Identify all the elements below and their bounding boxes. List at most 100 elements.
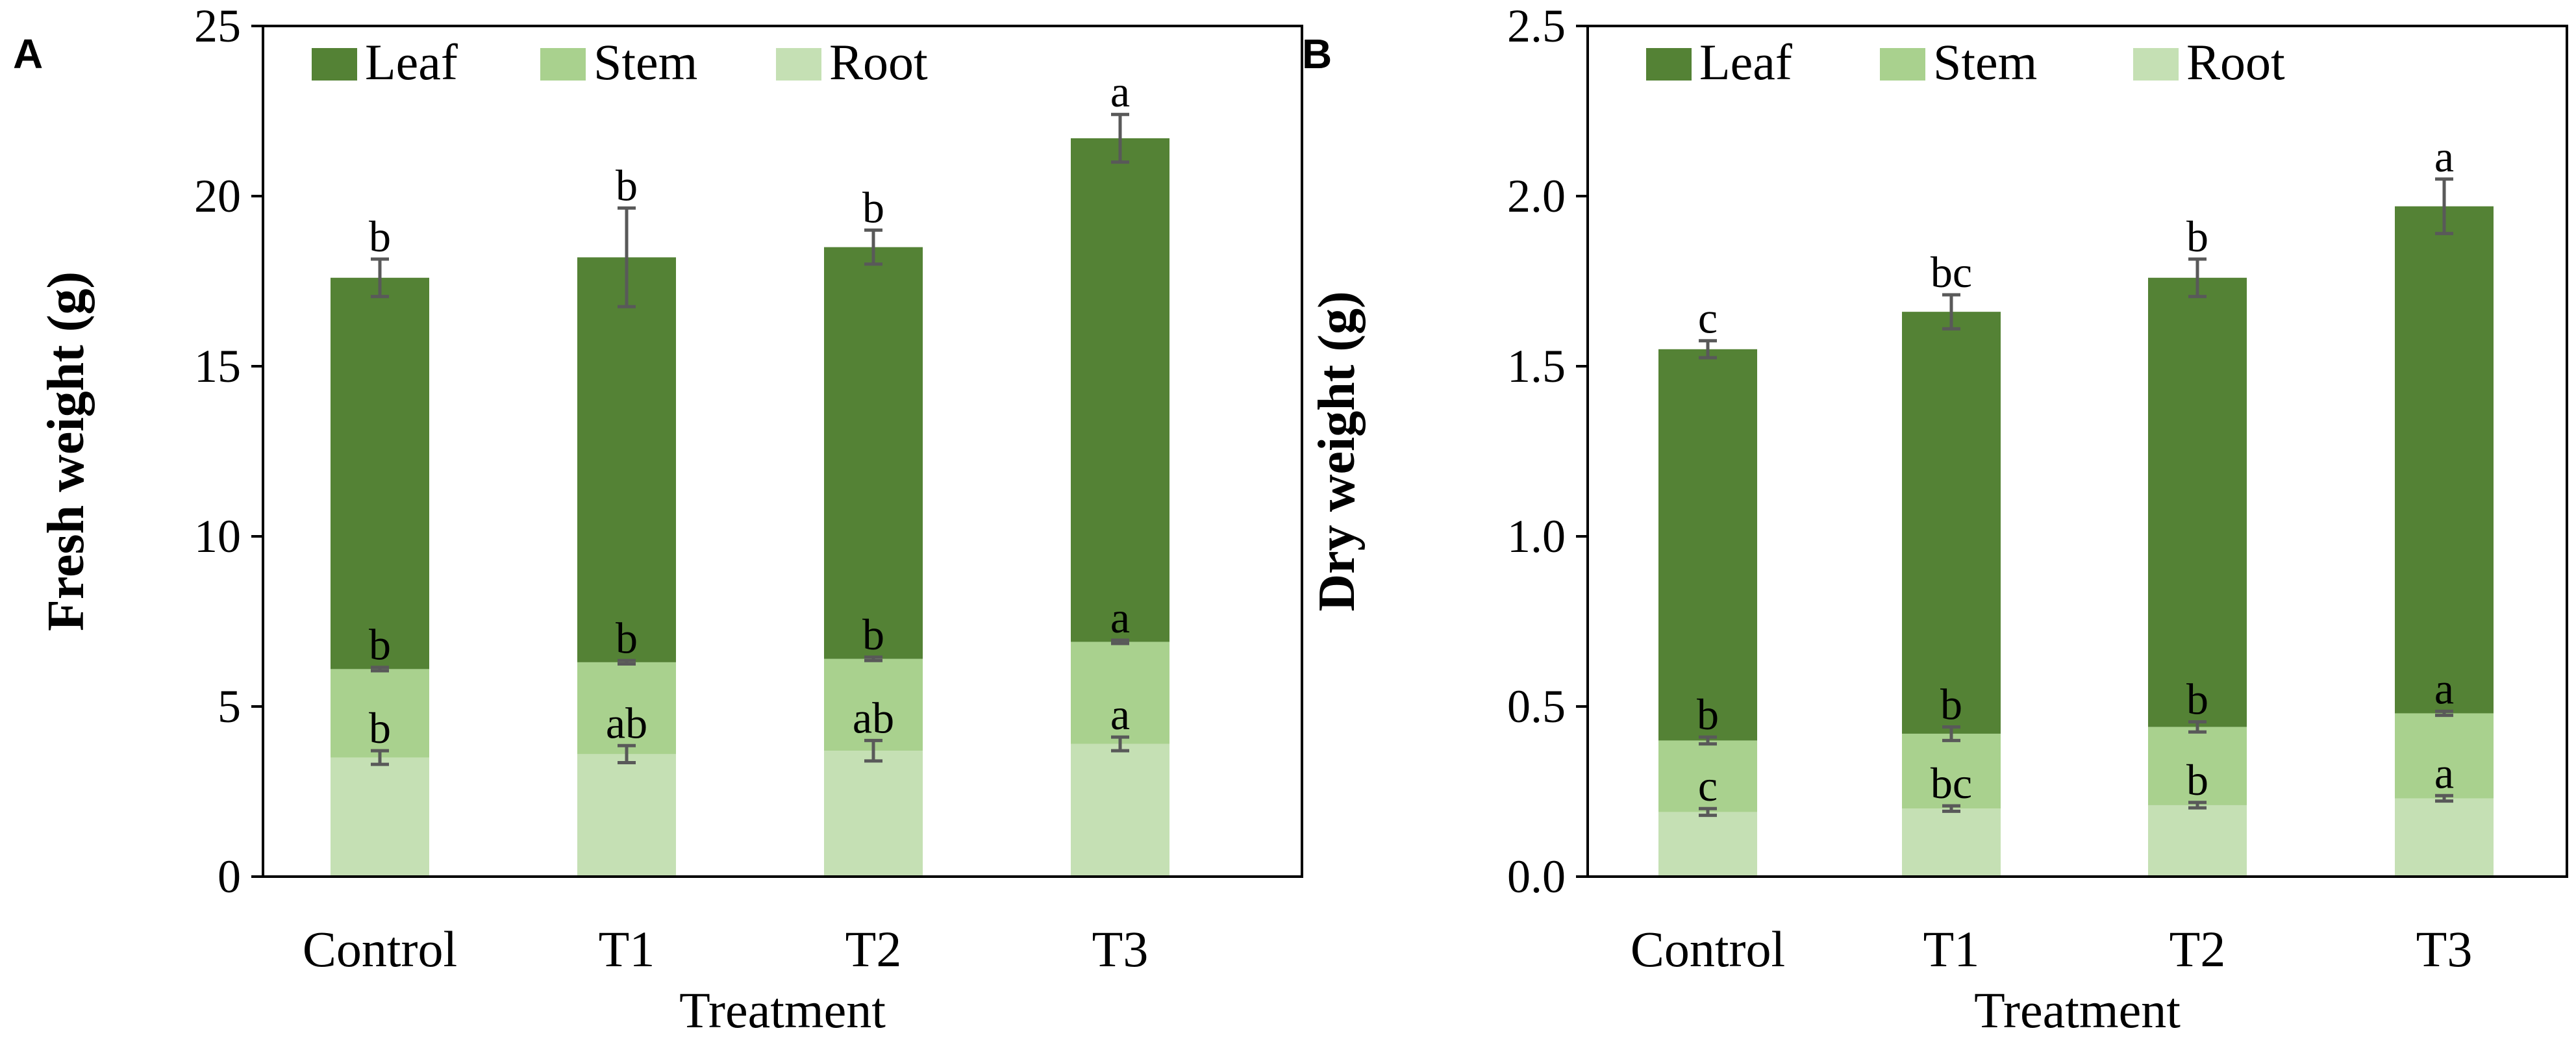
error-bar-root-t1 [1942, 804, 1960, 813]
x-tick-label-control: Control [1631, 921, 1785, 977]
bar-stem-t2 [824, 658, 923, 751]
y-tick-label: 0 [218, 851, 241, 903]
bar-stem-control [1658, 740, 1757, 812]
x-axis-label: Treatment [679, 982, 886, 1037]
error-bar-leaf-t1 [1942, 293, 1960, 331]
y-tick-label: 2.0 [1507, 170, 1566, 222]
significance-letter-leaf-control: b [369, 212, 391, 261]
significance-letter-leaf-control: c [1698, 294, 1718, 343]
significance-letter-stem-t2: b [2186, 675, 2208, 724]
error-bar-stem-t1 [1942, 725, 1960, 742]
legend: Leaf Stem Root [312, 34, 928, 90]
y-tick-label: 5 [218, 681, 241, 732]
legend-swatch-root [776, 48, 821, 81]
error-bar-stem-t3 [1111, 638, 1129, 645]
y-tick-label: 20 [194, 170, 241, 222]
y-tick-label: 0.0 [1507, 851, 1566, 903]
x-tick-label-t2: T2 [845, 921, 902, 977]
bar-root-t2 [824, 751, 923, 877]
legend-label-leaf: Leaf [365, 34, 458, 90]
error-bar-root-t3 [1111, 735, 1129, 753]
bar-leaf-t1 [1902, 312, 2001, 734]
significance-letter-stem-control: b [1697, 690, 1719, 739]
bar-stem-t3 [1071, 642, 1169, 744]
error-bar-root-t2 [864, 738, 882, 763]
x-tick-label-t3: T3 [1092, 921, 1149, 977]
error-bar-root-t3 [2435, 793, 2453, 803]
legend-swatch-stem [1880, 48, 1925, 81]
bar-root-t1 [1902, 808, 2001, 877]
y-tick-label: 2.5 [1507, 0, 1566, 52]
significance-letter-root-t3: a [2434, 748, 2454, 797]
significance-letter-stem-t1: b [616, 613, 638, 662]
bar-leaf-t2 [824, 247, 923, 659]
significance-letter-stem-t2: b [862, 610, 884, 659]
error-bar-stem-control [371, 666, 389, 673]
error-bar-leaf-t2 [2188, 257, 2207, 299]
significance-letter-leaf-t3: a [1110, 67, 1130, 116]
error-bar-root-t2 [2188, 801, 2207, 810]
error-bar-stem-t2 [2188, 720, 2207, 734]
panel-label: B [1302, 31, 1332, 77]
x-tick-label-t2: T2 [2170, 921, 2226, 977]
bar-stem-t2 [2148, 727, 2247, 805]
y-tick-label: 15 [194, 340, 241, 392]
bar-leaf-t3 [1071, 138, 1169, 642]
x-axis-label: Treatment [1974, 982, 2181, 1037]
significance-letter-stem-t1: b [1940, 679, 1962, 729]
significance-letter-root-t1: bc [1931, 758, 1972, 808]
significance-letter-stem-t3: a [1110, 593, 1130, 642]
significance-letter-leaf-t2: b [2186, 212, 2208, 261]
panel-label: A [13, 31, 43, 77]
y-axis-label: Dry weight (g) [1308, 291, 1366, 611]
bar-leaf-control [331, 277, 429, 669]
error-bar-root-t1 [618, 743, 636, 764]
bar-leaf-control [1658, 349, 1757, 741]
error-bar-leaf-control [371, 257, 389, 299]
significance-letter-root-t2: b [2186, 755, 2208, 805]
bar-stem-control [331, 669, 429, 758]
error-bar-stem-control [1699, 735, 1717, 746]
y-tick-label: 1.0 [1507, 510, 1566, 562]
error-bar-leaf-t3 [1111, 112, 1129, 164]
y-tick-label: 0.5 [1507, 681, 1566, 732]
bar-leaf-t2 [2148, 277, 2247, 727]
error-bar-leaf-t2 [864, 228, 882, 266]
significance-letter-root-control: c [1698, 761, 1718, 810]
bar-root-t3 [2395, 798, 2494, 877]
y-tick-label: 1.5 [1507, 340, 1566, 392]
significance-letter-stem-control: b [369, 620, 391, 669]
y-tick-label: 25 [194, 0, 241, 52]
x-tick-label-control: Control [303, 921, 457, 977]
significance-letter-root-control: b [369, 703, 391, 753]
x-tick-label-t1: T1 [1923, 921, 1980, 977]
bar-root-t2 [2148, 805, 2247, 877]
chart-panel-b: Bc bc b ab b b acbcba0.00.51.01.52.02.5Control… [1302, 0, 2568, 1037]
legend-label-root: Root [2186, 34, 2285, 90]
error-bar-leaf-control [1699, 339, 1717, 360]
error-bar-stem-t2 [864, 655, 882, 662]
legend-swatch-leaf [1646, 48, 1692, 81]
error-bar-leaf-t3 [2435, 177, 2453, 236]
error-bar-stem-t3 [2435, 709, 2453, 718]
error-bar-leaf-t1 [618, 206, 636, 308]
y-axis-label: Fresh weight (g) [38, 271, 95, 631]
error-bar-root-control [371, 749, 389, 766]
error-bar-root-control [1699, 806, 1717, 818]
legend-label-stem: Stem [594, 34, 697, 90]
legend-label-leaf: Leaf [1699, 34, 1792, 90]
bar-stem-t3 [2395, 713, 2494, 799]
significance-letter-leaf-t1: bc [1931, 247, 1972, 297]
bar-stem-t1 [577, 662, 676, 755]
legend-swatch-leaf [312, 48, 357, 81]
x-tick-label-t3: T3 [2416, 921, 2473, 977]
significance-letter-root-t1: ab [606, 698, 647, 747]
bar-root-control [331, 757, 429, 877]
significance-letter-leaf-t3: a [2434, 132, 2454, 181]
legend-label-root: Root [829, 34, 928, 90]
plot-frame [1586, 25, 2568, 878]
significance-letter-leaf-t1: b [616, 160, 638, 210]
significance-letter-root-t3: a [1110, 690, 1130, 739]
